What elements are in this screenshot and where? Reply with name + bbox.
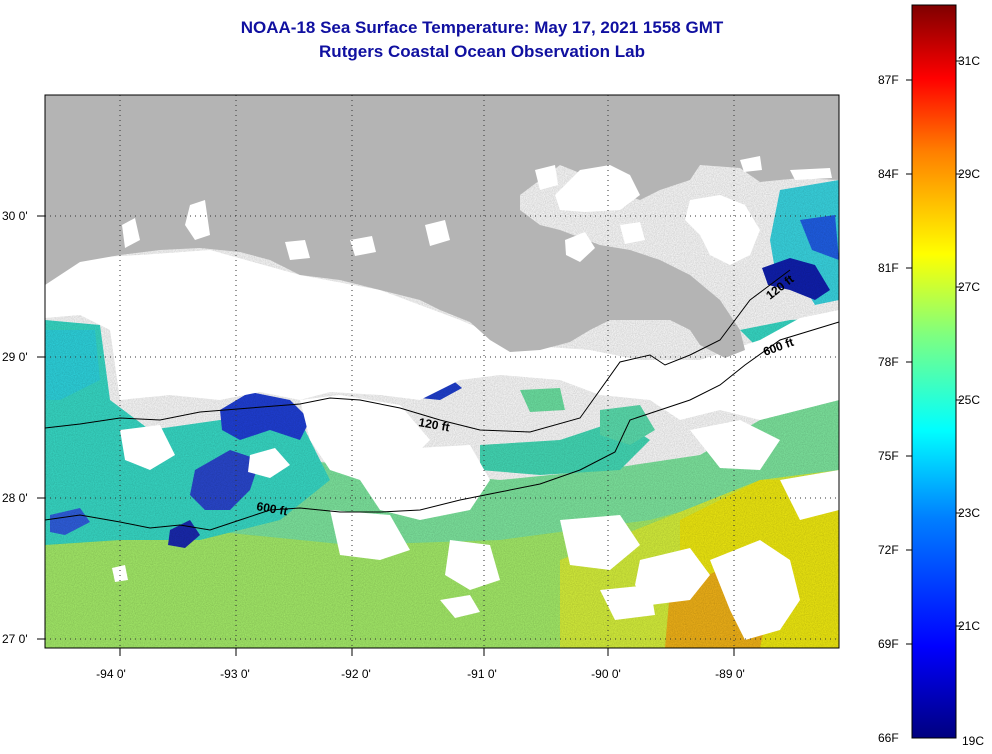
sst-field <box>45 95 839 648</box>
colorbar-f-label: 72F <box>878 543 899 557</box>
map-subtitle: Rutgers Coastal Ocean Observation Lab <box>319 42 645 61</box>
lat-tick-label: 30 0' <box>2 209 28 223</box>
colorbar-c-label: 19C <box>962 734 984 748</box>
colorbar-f-label: 81F <box>878 261 899 275</box>
lon-tick-label: -92 0' <box>341 667 371 681</box>
contour-label-120ft-west: 120 ft <box>417 415 450 434</box>
colorbar-c-label: 31C <box>958 54 980 68</box>
map-title: NOAA-18 Sea Surface Temperature: May 17,… <box>240 18 724 37</box>
colorbar-f-label: 87F <box>878 73 899 87</box>
lon-tick-label: -89 0' <box>715 667 745 681</box>
lat-tick-label: 27 0' <box>2 632 28 646</box>
colorbar-f-label: 66F <box>878 731 899 745</box>
colorbar <box>911 4 957 739</box>
lon-tick-label: -94 0' <box>96 667 126 681</box>
colorbar-c-label: 29C <box>958 167 980 181</box>
lon-tick-label: -90 0' <box>591 667 621 681</box>
colorbar-f-label: 75F <box>878 449 899 463</box>
contour-label-600ft-west: 600 ft <box>255 499 288 518</box>
colorbar-f-label: 69F <box>878 637 899 651</box>
lon-tick-label: -91 0' <box>467 667 497 681</box>
colorbar-c-label: 21C <box>958 619 980 633</box>
colorbar-c-label: 23C <box>958 506 980 520</box>
bathymetry-contours <box>44 269 840 531</box>
colorbar-f-label: 78F <box>878 355 899 369</box>
lon-tick-label: -93 0' <box>220 667 250 681</box>
colorbar-f-label: 84F <box>878 167 899 181</box>
colorbar-ticks <box>906 60 962 645</box>
grid <box>45 95 839 648</box>
lat-tick-label: 29 0' <box>2 350 28 364</box>
colorbar-c-label: 25C <box>958 393 980 407</box>
plot-frame <box>44 94 840 649</box>
ticks <box>37 215 735 656</box>
colorbar-c-label: 27C <box>958 280 980 294</box>
lat-tick-label: 28 0' <box>2 491 28 505</box>
